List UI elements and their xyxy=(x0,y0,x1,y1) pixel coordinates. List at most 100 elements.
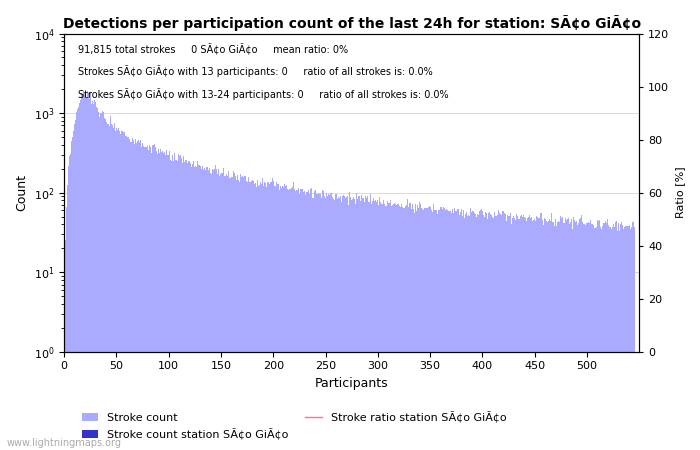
Bar xyxy=(76,112,77,450)
Bar xyxy=(146,147,147,450)
Bar xyxy=(73,131,74,450)
Bar xyxy=(551,213,552,450)
Bar xyxy=(184,162,185,450)
Bar xyxy=(384,206,386,450)
Bar xyxy=(298,188,299,450)
Bar xyxy=(553,222,554,450)
Bar xyxy=(374,201,375,450)
Bar xyxy=(443,207,444,450)
Bar xyxy=(89,99,90,450)
Bar xyxy=(343,195,344,450)
Bar xyxy=(489,212,490,450)
Bar xyxy=(90,92,91,450)
Bar xyxy=(208,170,209,450)
Bar xyxy=(142,143,143,450)
Bar xyxy=(316,194,318,450)
Bar xyxy=(332,197,333,450)
Bar xyxy=(394,203,395,450)
Bar xyxy=(111,124,112,450)
Bar xyxy=(526,220,527,450)
Bar xyxy=(634,227,635,450)
Bar xyxy=(371,203,372,450)
Bar xyxy=(248,182,250,450)
Bar xyxy=(300,189,301,450)
Bar xyxy=(148,150,149,450)
Bar xyxy=(126,136,127,450)
Bar xyxy=(217,174,218,450)
Bar xyxy=(187,163,188,450)
Bar xyxy=(490,214,491,450)
Bar xyxy=(470,207,471,450)
Bar xyxy=(486,213,487,450)
Bar xyxy=(549,219,550,450)
Bar xyxy=(193,161,195,450)
Bar xyxy=(390,200,391,450)
Bar xyxy=(77,109,78,450)
Bar xyxy=(309,194,310,450)
Bar xyxy=(566,219,568,450)
Bar xyxy=(124,132,125,450)
Bar xyxy=(276,182,277,450)
Bar xyxy=(579,219,580,450)
Bar xyxy=(619,231,620,450)
Bar xyxy=(496,216,498,450)
Bar xyxy=(307,193,308,450)
Bar xyxy=(258,186,259,450)
Bar xyxy=(352,199,354,450)
Bar xyxy=(559,222,560,450)
Bar xyxy=(400,207,401,450)
Bar xyxy=(362,198,363,450)
Bar xyxy=(102,111,104,450)
Bar xyxy=(104,118,106,450)
Bar xyxy=(157,154,158,450)
Bar xyxy=(259,185,260,450)
Bar xyxy=(617,231,618,450)
Bar xyxy=(93,104,94,450)
Bar xyxy=(178,156,180,450)
Bar xyxy=(116,128,117,450)
Bar xyxy=(582,222,583,450)
Bar xyxy=(136,141,138,450)
Bar xyxy=(70,154,71,450)
Bar xyxy=(241,177,242,450)
Bar xyxy=(98,112,99,450)
Bar xyxy=(195,166,197,450)
Bar xyxy=(197,161,199,450)
Bar xyxy=(351,200,352,450)
Bar xyxy=(292,187,293,450)
Text: Strokes SÃ¢o GiÃ¢o with 13-24 participants: 0     ratio of all strokes is: 0.0%: Strokes SÃ¢o GiÃ¢o with 13-24 participan… xyxy=(78,88,449,99)
Bar xyxy=(360,195,362,450)
Bar xyxy=(428,206,430,450)
Bar xyxy=(303,192,304,450)
Bar xyxy=(572,229,573,450)
Bar xyxy=(542,225,544,450)
Bar xyxy=(416,211,417,450)
Bar xyxy=(272,178,273,450)
Bar xyxy=(492,216,493,450)
Bar xyxy=(421,208,422,450)
Bar xyxy=(363,198,364,450)
Bar xyxy=(108,126,110,450)
Bar xyxy=(480,210,481,450)
Bar xyxy=(228,171,229,450)
Bar xyxy=(528,217,529,450)
Bar xyxy=(95,102,96,450)
Bar xyxy=(562,217,564,450)
Bar xyxy=(117,130,118,450)
Bar xyxy=(610,229,612,450)
Bar xyxy=(246,182,248,450)
Bar xyxy=(169,151,170,450)
Bar xyxy=(558,221,559,450)
Bar xyxy=(267,182,269,450)
Bar xyxy=(144,148,145,450)
Bar xyxy=(542,220,543,450)
Bar xyxy=(274,186,275,450)
Bar xyxy=(233,171,234,450)
Bar xyxy=(407,207,409,450)
Bar xyxy=(83,91,85,450)
Bar xyxy=(629,225,631,450)
Stroke ratio station SÃ¢o GiÃ¢o xyxy=(120,349,129,355)
Bar xyxy=(252,180,253,450)
Bar xyxy=(320,194,321,450)
Bar xyxy=(393,204,394,450)
